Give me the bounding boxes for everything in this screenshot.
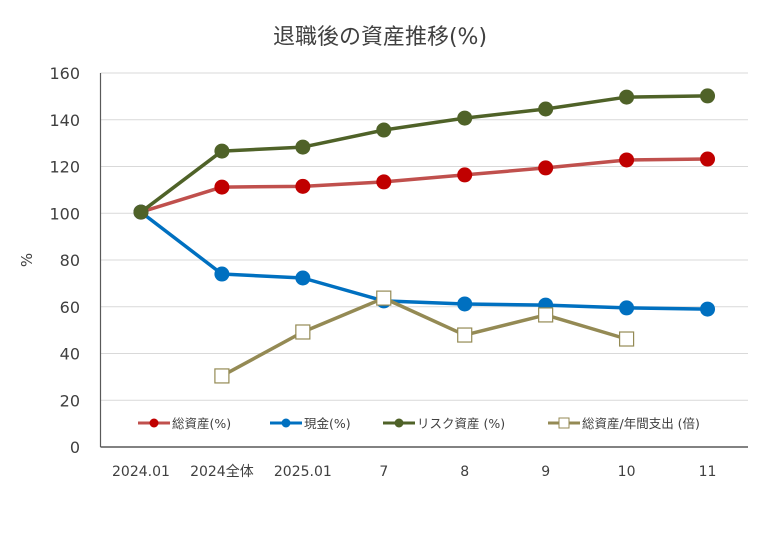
- y-tick-label: 160: [49, 64, 80, 83]
- data-point: [457, 110, 473, 126]
- data-point: [133, 204, 149, 220]
- data-point: [376, 174, 392, 190]
- data-point: [618, 331, 635, 347]
- series-line: [139, 94, 708, 214]
- y-tick-label: 40: [60, 345, 80, 364]
- data-point: [376, 122, 392, 138]
- legend-marker: [149, 418, 159, 428]
- data-point: [457, 327, 473, 343]
- series-1: [133, 204, 716, 317]
- data-point: [214, 266, 230, 282]
- data-point: [295, 324, 311, 340]
- y-axis-label: %: [18, 253, 36, 267]
- legend-label: 総資産(%): [172, 416, 231, 431]
- data-point: [295, 178, 311, 194]
- legend-item: 総資産/年間支出 (倍): [548, 416, 700, 431]
- legend-marker: [281, 418, 291, 428]
- data-point: [214, 143, 230, 159]
- y-tick-label: 80: [60, 251, 80, 270]
- data-point: [376, 290, 392, 306]
- y-tick-label: 60: [60, 298, 80, 317]
- data-point: [538, 160, 554, 176]
- y-tick-label: 120: [49, 158, 80, 177]
- data-point: [619, 152, 635, 168]
- data-point: [295, 139, 311, 155]
- data-point: [457, 296, 473, 312]
- x-tick-label: 2025.01: [274, 464, 332, 480]
- data-point: [619, 300, 635, 316]
- data-point: [700, 151, 716, 167]
- data-point: [700, 301, 716, 317]
- data-point: [619, 89, 635, 105]
- y-tick-label: 0: [70, 438, 80, 457]
- series-0: [133, 151, 716, 220]
- x-tick-label: 2024全体: [190, 463, 254, 480]
- legend-item: 現金(%): [270, 416, 351, 431]
- data-point: [700, 88, 716, 104]
- y-tick-label: 100: [49, 204, 80, 223]
- legend-label: 現金(%): [304, 416, 351, 431]
- x-tick-label: 9: [541, 464, 550, 480]
- chart-title: 退職後の資産推移(%): [273, 25, 487, 50]
- y-tick-label: 140: [49, 111, 80, 130]
- series-line: [139, 210, 708, 311]
- x-tick-label: 11: [699, 464, 717, 480]
- data-point: [214, 179, 230, 195]
- data-point: [457, 167, 473, 183]
- x-tick-label: 8: [460, 464, 469, 480]
- data-point: [538, 101, 554, 117]
- series-line: [221, 296, 628, 378]
- y-tick-label: 20: [60, 391, 80, 410]
- data-point: [214, 368, 230, 384]
- x-tick-label: 7: [379, 464, 388, 480]
- series-2: [133, 88, 716, 220]
- legend-label: リスク資産 (%): [417, 416, 505, 431]
- x-tick-label: 10: [618, 464, 636, 480]
- series-line: [140, 157, 708, 214]
- data-point: [538, 307, 554, 323]
- legend-marker: [558, 417, 570, 429]
- series-3: [214, 290, 635, 384]
- x-tick-label: 2024.01: [112, 464, 170, 480]
- legend-item: 総資産(%): [138, 416, 231, 431]
- legend-marker: [394, 418, 404, 428]
- data-point: [295, 270, 311, 286]
- legend-item: リスク資産 (%): [383, 416, 505, 431]
- legend-label: 総資産/年間支出 (倍): [582, 416, 700, 431]
